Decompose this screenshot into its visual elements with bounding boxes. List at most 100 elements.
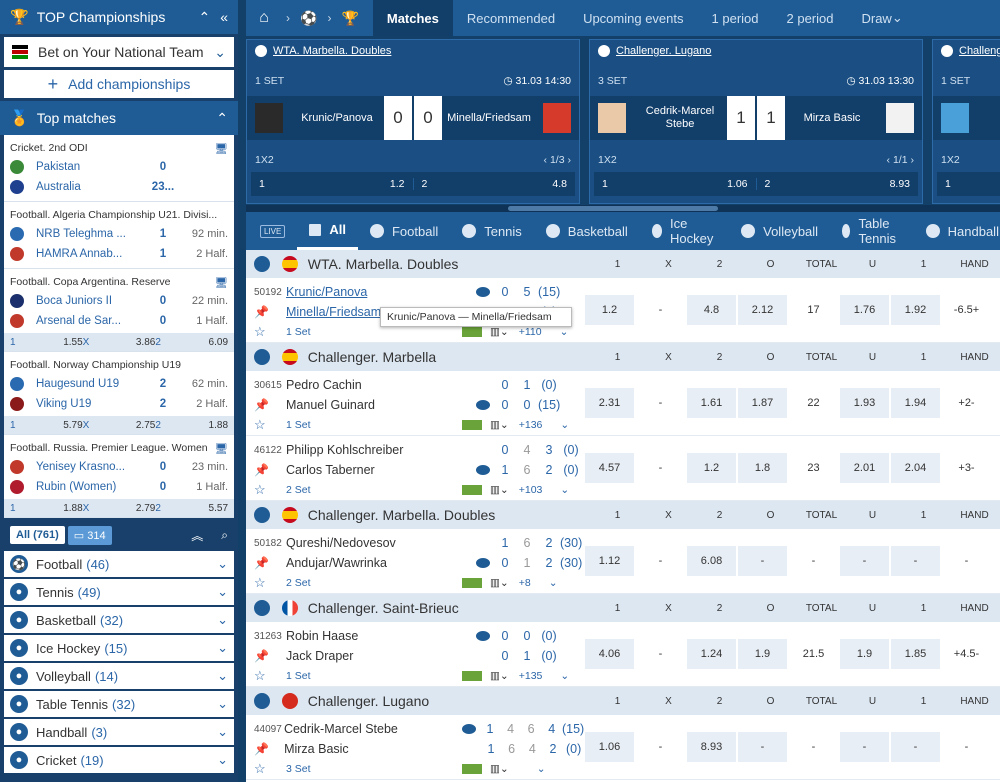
match-odds-row[interactable]: 1 5.79 X 2.75 2 1.88 bbox=[4, 416, 234, 434]
odds-value[interactable]: 1.88 bbox=[208, 419, 229, 431]
chevron-down-icon[interactable]: ⌄ bbox=[560, 419, 570, 431]
odds-value[interactable]: 1.2 bbox=[389, 178, 405, 190]
sport-tab-ice-hockey[interactable]: Ice Hockey bbox=[640, 212, 729, 250]
home-icon[interactable]: ⌂ bbox=[259, 9, 269, 26]
stats-icon[interactable]: ▥⌄ bbox=[490, 577, 509, 589]
odds-cell[interactable]: - bbox=[789, 546, 838, 576]
top-championships-header[interactable]: 🏆 TOP Championships ⌃ « bbox=[0, 0, 238, 34]
sport-item-volleyball[interactable]: ● Volleyball (14) ⌄ bbox=[4, 663, 234, 689]
odds-cell[interactable]: - bbox=[738, 732, 787, 762]
court-icon[interactable] bbox=[462, 420, 482, 430]
tab-recommended[interactable]: Recommended bbox=[453, 0, 569, 36]
league-header[interactable]: WTA. Marbella. Doubles 1 X 2 O TOTAL U 1 HAND bbox=[246, 250, 1000, 278]
team-row[interactable]: NRB Teleghma ... 1 92 min. bbox=[10, 224, 228, 244]
pin-icon[interactable]: 📌 bbox=[254, 556, 269, 570]
team-row[interactable]: Pakistan 0 bbox=[10, 157, 228, 177]
stats-icon[interactable]: ▥⌄ bbox=[490, 326, 509, 338]
live-filter-button[interactable]: ▭ 314 bbox=[67, 525, 112, 545]
odds-cell[interactable]: 1.9 bbox=[738, 639, 787, 669]
court-icon[interactable] bbox=[462, 485, 482, 495]
odds-value[interactable]: 2.79 bbox=[135, 502, 156, 514]
sport-item-table-tennis[interactable]: ● Table Tennis (32) ⌄ bbox=[4, 691, 234, 717]
sport-item-tennis[interactable]: ● Tennis (49) ⌄ bbox=[4, 579, 234, 605]
pin-icon[interactable]: 📌 bbox=[254, 463, 269, 477]
favorite-star-icon[interactable]: ☆ bbox=[254, 417, 266, 432]
match-odds-row[interactable]: 1 1.88 X 2.79 2 5.57 bbox=[4, 499, 234, 517]
pin-icon[interactable]: 📌 bbox=[254, 305, 269, 319]
chevron-down-icon[interactable]: ⌄ bbox=[560, 484, 570, 496]
odds-cell[interactable]: +4.5- bbox=[942, 639, 991, 669]
sport-tab-volleyball[interactable]: Volleyball bbox=[729, 212, 830, 250]
cards-scrollbar[interactable] bbox=[246, 205, 1000, 212]
team-row[interactable]: Viking U19 2 2 Half. bbox=[10, 394, 228, 414]
court-icon[interactable] bbox=[462, 327, 482, 337]
featured-match-card[interactable]: Challenger. Lugano 3 SET ◷ 31.03 13:30 Cedr… bbox=[589, 39, 923, 204]
odds-cell[interactable]: 1.12 bbox=[585, 546, 634, 576]
stats-icon[interactable]: ▥⌄ bbox=[490, 419, 509, 431]
card-odds[interactable]: 1 1.2 2 4.8 bbox=[251, 172, 575, 196]
odds-cell[interactable]: 1.9 bbox=[840, 639, 889, 669]
odds-value[interactable]: 2.75 bbox=[135, 419, 156, 431]
stats-icon[interactable]: ▥⌄ bbox=[490, 763, 509, 775]
league-header[interactable]: Challenger. Marbella 1 X 2 O TOTAL U 1 HAND bbox=[246, 343, 1000, 371]
odds-cell[interactable]: 1.93 bbox=[840, 388, 889, 418]
table-row[interactable]: 30615 Pedro Cachin 0 1 (0) 📌 Manuel Guinard 0 0(… bbox=[246, 371, 1000, 436]
favorite-star-icon[interactable]: ☆ bbox=[254, 668, 266, 683]
chevron-down-icon[interactable]: ⌄ bbox=[217, 612, 228, 627]
court-icon[interactable] bbox=[462, 671, 482, 681]
odds-value[interactable]: 1.06 bbox=[727, 178, 748, 190]
chevron-down-icon[interactable]: ⌄ bbox=[217, 752, 228, 767]
collapse-all-icon[interactable]: ︽ bbox=[191, 528, 204, 543]
chevron-down-icon[interactable]: ⌄ bbox=[217, 668, 228, 683]
odds-cell[interactable]: - bbox=[738, 546, 787, 576]
table-row[interactable]: 50192 Krunic/Panova 0 5 (15) 📌 Minella/Friedsa… bbox=[246, 278, 1000, 343]
collapse-sidebar-icon[interactable]: « bbox=[220, 9, 228, 25]
featured-match-card[interactable]: WTA. Marbella. Doubles 1 SET ◷ 31.03 14:30… bbox=[246, 39, 580, 204]
chevron-right-icon[interactable]: › bbox=[907, 154, 914, 166]
favorite-star-icon[interactable]: ☆ bbox=[254, 482, 266, 497]
league-header[interactable]: Challenger. Marbella. Doubles 1 X 2 O TOTAL U 1… bbox=[246, 501, 1000, 529]
odds-cell[interactable]: +2- bbox=[942, 388, 991, 418]
odds-cell[interactable]: 2.12 bbox=[738, 295, 787, 325]
top-match-item[interactable]: Football. Copa Argentina. Reserve 🖥 Boca J… bbox=[4, 269, 234, 352]
odds-cell[interactable]: -6.5+ bbox=[942, 295, 991, 325]
favorite-star-icon[interactable]: ☆ bbox=[254, 324, 266, 339]
chevron-left-icon[interactable]: ‹ bbox=[543, 154, 550, 166]
card-odds[interactable]: 1 1.06 2 8.93 bbox=[594, 172, 918, 196]
odds-cell[interactable]: 8.93 bbox=[687, 732, 736, 762]
more-markets-link[interactable]: +103 bbox=[518, 484, 543, 496]
odds-cell[interactable]: - bbox=[636, 546, 685, 576]
odds-cell[interactable]: - bbox=[636, 388, 685, 418]
soccer-ball-icon[interactable]: ⚽ bbox=[300, 9, 318, 26]
odds-cell[interactable]: 21.5 bbox=[789, 639, 838, 669]
sport-tab-all[interactable]: All bbox=[297, 212, 358, 250]
odds-cell[interactable]: 1.61 bbox=[687, 388, 736, 418]
top-match-item[interactable]: Football. Norway Championship U19 Haugesu… bbox=[4, 352, 234, 435]
tab-1-period[interactable]: 1 period bbox=[698, 0, 773, 36]
odds-cell[interactable]: 1.2 bbox=[585, 295, 634, 325]
odds-cell[interactable]: - bbox=[636, 639, 685, 669]
more-markets-link[interactable]: +136 bbox=[518, 419, 543, 431]
odds-cell[interactable]: 1.8 bbox=[738, 453, 787, 483]
chevron-down-icon[interactable]: ⌄ bbox=[560, 670, 570, 682]
odds-value[interactable]: 1.88 bbox=[63, 502, 83, 514]
tab-upcoming-events[interactable]: Upcoming events bbox=[569, 0, 697, 36]
top-matches-header[interactable]: 🏅 Top matches ⌃ bbox=[0, 101, 238, 135]
odds-value[interactable]: 8.93 bbox=[889, 178, 910, 190]
more-markets-link[interactable]: +110 bbox=[518, 326, 542, 338]
card-odds[interactable]: 1 bbox=[937, 172, 1000, 196]
court-icon[interactable] bbox=[462, 578, 482, 588]
odds-cell[interactable]: 23 bbox=[789, 453, 838, 483]
stats-icon[interactable]: ▥⌄ bbox=[490, 484, 509, 496]
card-pager[interactable]: ‹ 1/1 › bbox=[887, 154, 914, 166]
tv-icon[interactable]: 🖥 bbox=[214, 142, 228, 155]
chevron-up-icon[interactable]: ⌃ bbox=[216, 109, 228, 126]
more-markets-link[interactable]: +8 bbox=[518, 577, 531, 589]
team-row[interactable]: Australia 23... bbox=[10, 177, 228, 197]
tv-icon[interactable]: 🖥 bbox=[214, 276, 228, 289]
tv-icon[interactable]: 🖥 bbox=[214, 442, 228, 455]
sport-tab-handball[interactable]: Handball bbox=[914, 212, 1000, 250]
odds-value[interactable]: 4.8 bbox=[552, 178, 567, 190]
odds-cell[interactable]: - bbox=[636, 295, 685, 325]
odds-value[interactable]: 6.09 bbox=[208, 336, 229, 348]
